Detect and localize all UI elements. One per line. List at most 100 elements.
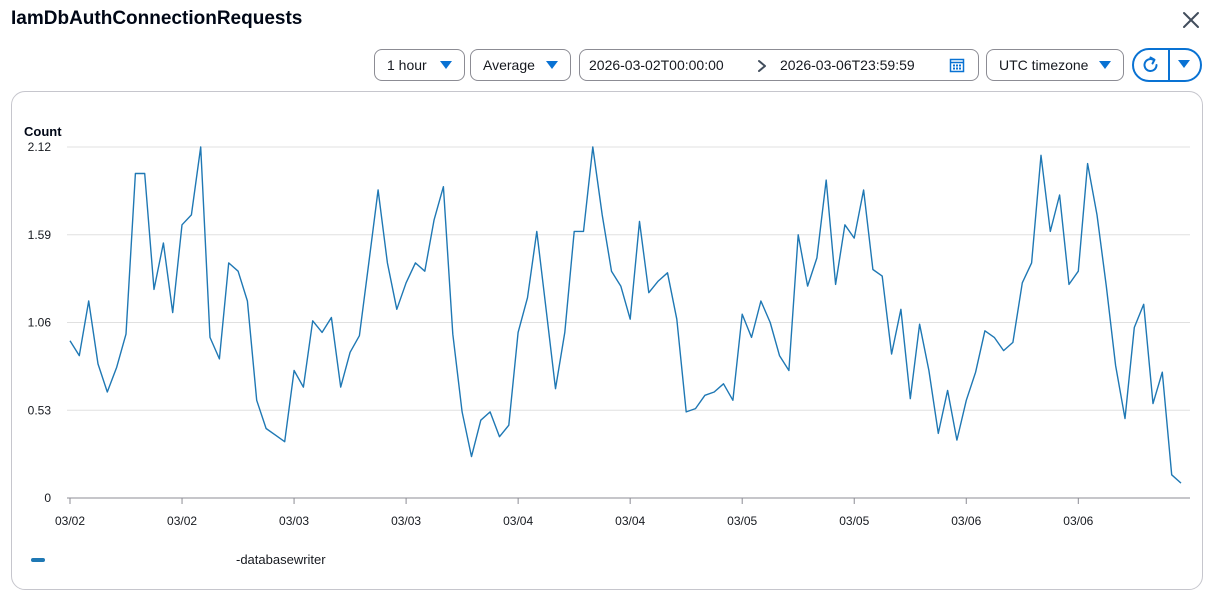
data-point[interactable] bbox=[459, 409, 465, 415]
data-point[interactable] bbox=[618, 283, 624, 289]
data-point[interactable] bbox=[1066, 281, 1072, 287]
data-point[interactable] bbox=[543, 306, 549, 312]
data-point[interactable] bbox=[889, 351, 895, 357]
data-point[interactable] bbox=[1122, 416, 1128, 422]
data-point[interactable] bbox=[730, 397, 736, 403]
data-point[interactable] bbox=[973, 369, 979, 375]
date-start-input[interactable]: 2026-03-02T00:00:00 bbox=[589, 57, 724, 73]
data-point[interactable] bbox=[926, 368, 932, 374]
data-point[interactable] bbox=[394, 306, 400, 312]
data-point[interactable] bbox=[1075, 268, 1081, 274]
data-point[interactable] bbox=[749, 334, 755, 340]
data-point[interactable] bbox=[76, 353, 82, 359]
data-point[interactable] bbox=[795, 232, 801, 238]
data-point[interactable] bbox=[693, 406, 699, 412]
data-point[interactable] bbox=[870, 267, 876, 273]
series-line[interactable] bbox=[69, 146, 1182, 484]
data-point[interactable] bbox=[711, 389, 717, 395]
data-point[interactable] bbox=[310, 318, 316, 324]
data-point[interactable] bbox=[674, 316, 680, 322]
data-point[interactable] bbox=[823, 177, 829, 183]
data-point[interactable] bbox=[767, 320, 773, 326]
data-point[interactable] bbox=[805, 283, 811, 289]
data-point[interactable] bbox=[525, 295, 531, 301]
data-point[interactable] bbox=[851, 235, 857, 241]
data-point[interactable] bbox=[1094, 212, 1100, 218]
data-point[interactable] bbox=[431, 217, 437, 223]
data-point[interactable] bbox=[1113, 363, 1119, 369]
data-point[interactable] bbox=[562, 329, 568, 335]
data-point[interactable] bbox=[478, 417, 484, 423]
data-point[interactable] bbox=[702, 392, 708, 398]
data-point[interactable] bbox=[291, 368, 297, 374]
data-point[interactable] bbox=[581, 228, 587, 234]
refresh-button[interactable] bbox=[1134, 50, 1170, 80]
legend-swatch[interactable] bbox=[31, 558, 45, 562]
legend-label[interactable]: -databasewriter bbox=[236, 552, 326, 567]
data-point[interactable] bbox=[469, 454, 475, 460]
period-select[interactable]: 1 hour bbox=[374, 49, 465, 81]
data-point[interactable] bbox=[328, 315, 334, 321]
data-point[interactable] bbox=[114, 364, 120, 370]
data-point[interactable] bbox=[160, 240, 166, 246]
data-point[interactable] bbox=[412, 260, 418, 266]
data-point[interactable] bbox=[497, 434, 503, 440]
data-point[interactable] bbox=[132, 171, 138, 177]
data-point[interactable] bbox=[356, 333, 362, 339]
data-point[interactable] bbox=[263, 426, 269, 432]
data-point[interactable] bbox=[244, 298, 250, 304]
data-point[interactable] bbox=[991, 334, 997, 340]
data-point[interactable] bbox=[198, 144, 204, 150]
data-point[interactable] bbox=[142, 171, 148, 177]
data-point[interactable] bbox=[282, 439, 288, 445]
data-point[interactable] bbox=[1103, 283, 1109, 289]
date-end-input[interactable]: 2026-03-06T23:59:59 bbox=[780, 57, 915, 73]
data-point[interactable] bbox=[814, 255, 820, 261]
data-point[interactable] bbox=[861, 187, 867, 193]
data-point[interactable] bbox=[1019, 280, 1025, 286]
data-point[interactable] bbox=[422, 268, 428, 274]
data-point[interactable] bbox=[188, 212, 194, 218]
data-point[interactable] bbox=[123, 331, 129, 337]
data-point[interactable] bbox=[534, 228, 540, 234]
statistic-select[interactable]: Average bbox=[470, 49, 571, 81]
data-point[interactable] bbox=[300, 384, 306, 390]
data-point[interactable] bbox=[95, 361, 101, 367]
data-point[interactable] bbox=[721, 381, 727, 387]
data-point[interactable] bbox=[1178, 480, 1184, 486]
data-point[interactable] bbox=[384, 260, 390, 266]
data-point[interactable] bbox=[609, 268, 615, 274]
data-point[interactable] bbox=[86, 298, 92, 304]
data-point[interactable] bbox=[366, 260, 372, 266]
data-point[interactable] bbox=[982, 328, 988, 334]
data-point[interactable] bbox=[665, 270, 671, 276]
data-point[interactable] bbox=[907, 396, 913, 402]
data-point[interactable] bbox=[254, 397, 260, 403]
data-point[interactable] bbox=[506, 422, 512, 428]
data-point[interactable] bbox=[440, 184, 446, 190]
data-point[interactable] bbox=[347, 349, 353, 355]
data-point[interactable] bbox=[1047, 228, 1053, 234]
data-point[interactable] bbox=[450, 331, 456, 337]
data-point[interactable] bbox=[879, 273, 885, 279]
data-point[interactable] bbox=[104, 389, 110, 395]
data-point[interactable] bbox=[599, 212, 605, 218]
data-point[interactable] bbox=[1057, 192, 1063, 198]
data-point[interactable] bbox=[272, 432, 278, 438]
data-point[interactable] bbox=[487, 409, 493, 415]
data-point[interactable] bbox=[683, 409, 689, 415]
data-point[interactable] bbox=[1169, 472, 1175, 478]
data-point[interactable] bbox=[571, 228, 577, 234]
data-point[interactable] bbox=[842, 222, 848, 228]
data-point[interactable] bbox=[758, 298, 764, 304]
data-point[interactable] bbox=[403, 280, 409, 286]
data-point[interactable] bbox=[1150, 401, 1156, 407]
data-point[interactable] bbox=[1141, 301, 1147, 307]
data-point[interactable] bbox=[1131, 325, 1137, 331]
data-point[interactable] bbox=[655, 278, 661, 284]
calendar-icon[interactable] bbox=[949, 57, 965, 73]
data-point[interactable] bbox=[945, 387, 951, 393]
data-point[interactable] bbox=[786, 368, 792, 374]
data-point[interactable] bbox=[1038, 152, 1044, 158]
data-point[interactable] bbox=[777, 353, 783, 359]
